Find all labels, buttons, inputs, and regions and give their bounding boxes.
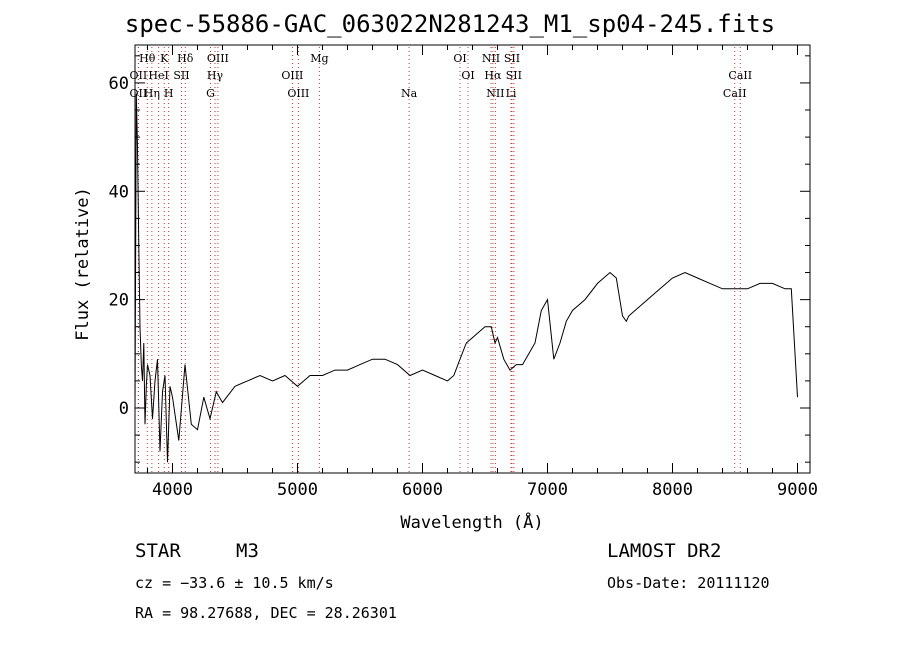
coordinates-text: RA = 98.27688, DEC = 28.26301: [135, 604, 397, 622]
marker-label: SII: [173, 69, 189, 82]
marker-label: CaII: [728, 69, 752, 82]
marker-label: OI: [453, 52, 466, 65]
x-tick-label: 9000: [777, 480, 818, 500]
y-tick-label: 0: [119, 399, 129, 419]
object-class: STAR: [135, 540, 181, 562]
obs-date-text: Obs-Date: 20111120: [607, 574, 770, 592]
x-tick-label: 8000: [652, 480, 693, 500]
marker-label: OIII: [287, 87, 309, 100]
marker-label: Hα: [484, 69, 502, 82]
object-subclass: M3: [236, 540, 259, 562]
marker-label: Mg: [310, 52, 328, 65]
marker-label: OIII: [281, 69, 303, 82]
plot-frame: [134, 44, 811, 474]
marker-label: Hη: [144, 87, 160, 100]
marker-label: K: [160, 52, 169, 65]
marker-label: OII: [130, 69, 148, 82]
y-tick-label: 60: [109, 74, 129, 94]
x-axis-label: Wavelength (Å): [400, 511, 543, 533]
marker-label: OI: [461, 69, 474, 82]
chart-title: spec-55886-GAC_063022N281243_M1_sp04-245…: [124, 10, 776, 38]
marker-label: NII: [482, 52, 500, 65]
marker-label: Li: [506, 87, 517, 100]
marker-label: OIII: [207, 52, 229, 65]
redshift-text: cz = −33.6 ± 10.5 km/s: [135, 574, 334, 592]
marker-label: OII: [130, 87, 148, 100]
marker-label: Hγ: [207, 69, 224, 82]
marker-label: Hδ: [177, 52, 194, 65]
marker-label: H: [164, 87, 174, 100]
spectrum-line-group: [135, 93, 798, 463]
y-axis-label: Flux (relative): [73, 187, 93, 341]
marker-label: CaII: [723, 87, 747, 100]
x-tick-label: 7000: [527, 480, 568, 500]
spectrum-line: [135, 93, 798, 463]
x-tick-label: 4000: [152, 480, 193, 500]
marker-label: G: [206, 87, 215, 100]
line-markers: [137, 47, 741, 473]
survey-label: LAMOST DR2: [607, 540, 722, 562]
marker-label: NII: [486, 87, 504, 100]
marker-label: SII: [504, 52, 520, 65]
y-tick-label: 40: [109, 182, 129, 202]
x-tick-label: 5000: [277, 480, 318, 500]
marker-label: Na: [401, 87, 418, 100]
marker-label: SII: [506, 69, 522, 82]
y-axis: 0 20 40 60: [109, 55, 810, 463]
x-tick-label: 6000: [402, 480, 443, 500]
x-axis: 4000 5000 6000 7000 8000 9000: [147, 45, 818, 500]
y-tick-label: 20: [109, 291, 129, 311]
marker-label: Hθ: [139, 52, 156, 65]
marker-label: HeI: [148, 69, 168, 82]
